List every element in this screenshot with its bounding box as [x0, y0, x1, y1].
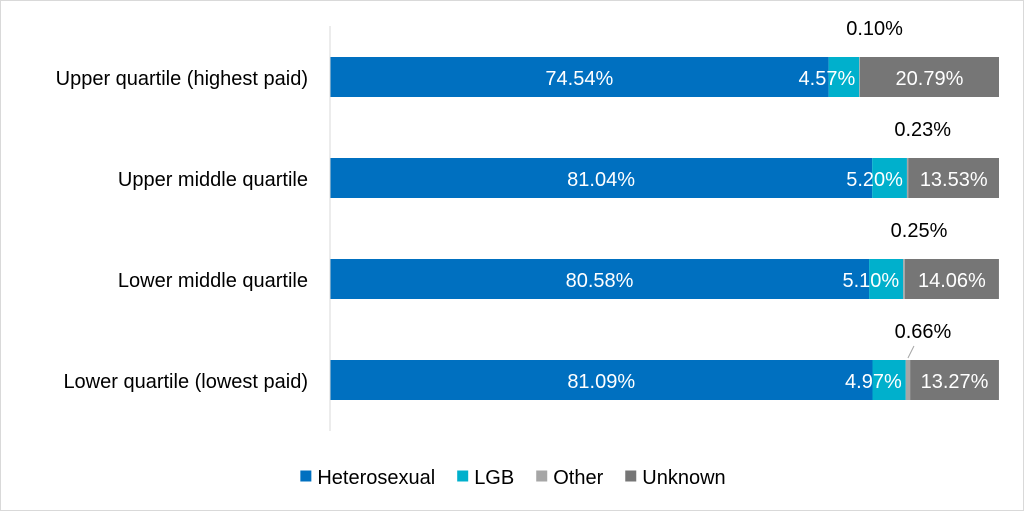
legend-label-lgb: LGB — [474, 467, 514, 489]
legend-label-heterosexual: Heterosexual — [317, 467, 435, 489]
legend-swatch-lgb — [457, 470, 469, 482]
data-label-heterosexual-1: 74.54% — [545, 68, 613, 90]
category-label-lower-middle-quartile: Lower middle quartile — [118, 270, 308, 292]
bar-lgb-1 — [828, 57, 860, 97]
bar-heterosexual-4 — [330, 360, 873, 400]
legend: Heterosexual LGB Other Unknown — [300, 467, 726, 489]
category-labels: Upper quartile (highest paid) Upper middl… — [56, 68, 308, 393]
bar-heterosexual-3 — [330, 259, 870, 299]
category-label-lower-quartile-lowest-paid: Lower quartile (lowest paid) — [63, 371, 308, 393]
data-label-unknown-2: 13.53% — [920, 169, 988, 191]
legend-swatch-heterosexual — [300, 470, 312, 482]
bar-lgb-3 — [869, 259, 904, 299]
bar-heterosexual-1 — [330, 57, 829, 97]
data-label-other-3: 0.25% — [891, 220, 948, 242]
data-label-lgb-4: 4.97% — [845, 371, 902, 393]
data-label-heterosexual-2: 81.04% — [567, 169, 635, 191]
data-labels: 74.54% 4.57% 0.10% 20.79% 81.04% 5.20% 0.23% 13… — [545, 18, 988, 393]
legend-swatch-unknown — [625, 470, 637, 482]
data-label-heterosexual-3: 80.58% — [566, 270, 634, 292]
bar-unknown-1 — [859, 57, 999, 97]
data-label-unknown-4: 13.27% — [921, 371, 989, 393]
bar-unknown-3 — [904, 259, 999, 299]
category-label-upper-middle-quartile: Upper middle quartile — [118, 169, 308, 191]
bar-other-2 — [906, 158, 909, 198]
bar-heterosexual-2 — [330, 158, 873, 198]
data-label-other-2: 0.23% — [894, 119, 951, 141]
legend-item-lgb: LGB — [457, 467, 514, 489]
legend-label-unknown: Unknown — [642, 467, 725, 489]
legend-item-other: Other — [536, 467, 604, 489]
bars-layer — [330, 57, 999, 400]
legend-label-other: Other — [553, 467, 603, 489]
bar-lgb-2 — [872, 158, 907, 198]
data-label-other-4: 0.66% — [895, 321, 952, 343]
bar-unknown-4 — [910, 360, 999, 400]
data-label-lgb-2: 5.20% — [846, 169, 903, 191]
bar-unknown-2 — [908, 158, 999, 198]
data-label-other-1: 0.10% — [846, 18, 903, 40]
data-label-unknown-3: 14.06% — [918, 270, 986, 292]
legend-item-unknown: Unknown — [625, 467, 726, 489]
bar-other-4 — [905, 360, 911, 400]
data-label-lgb-3: 5.10% — [842, 270, 899, 292]
bar-lgb-4 — [872, 360, 906, 400]
data-label-lgb-1: 4.57% — [799, 68, 856, 90]
legend-item-heterosexual: Heterosexual — [300, 467, 435, 489]
bar-other-1 — [859, 57, 860, 97]
data-label-heterosexual-4: 81.09% — [567, 371, 635, 393]
data-label-unknown-1: 20.79% — [896, 68, 964, 90]
leader-line-other-4 — [907, 345, 915, 359]
category-label-upper-quartile-highest-paid: Upper quartile (highest paid) — [56, 68, 308, 90]
legend-swatch-other — [536, 470, 548, 482]
bar-other-3 — [903, 259, 905, 299]
